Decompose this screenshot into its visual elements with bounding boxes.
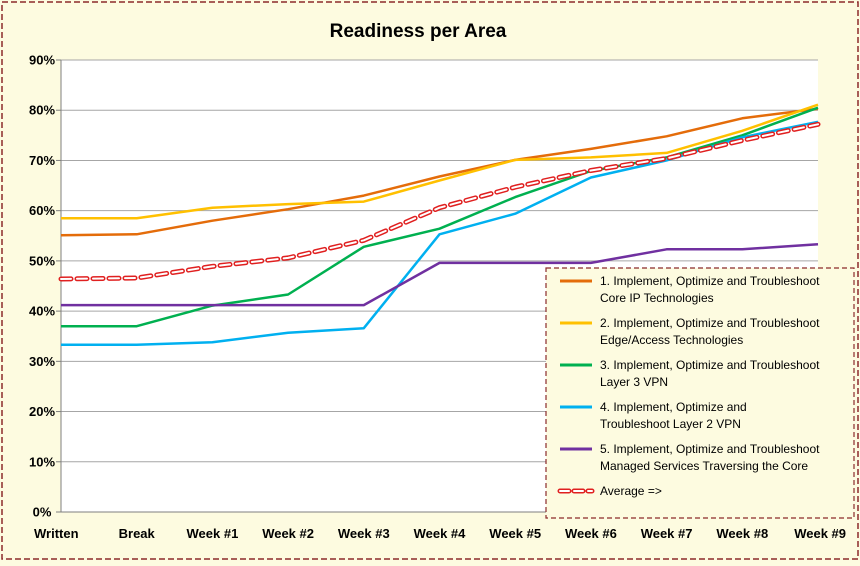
legend-label: 4. Implement, Optimize and bbox=[600, 400, 747, 414]
legend-label: Edge/Access Technologies bbox=[600, 333, 743, 347]
series-line bbox=[60, 123, 819, 280]
y-tick-label: 90% bbox=[29, 53, 55, 68]
series-6 bbox=[58, 121, 821, 282]
x-tick-label: Week #6 bbox=[565, 526, 617, 541]
x-tick-label: Week #5 bbox=[489, 526, 541, 541]
legend-label: Managed Services Traversing the Core bbox=[600, 459, 808, 473]
legend-label: 5. Implement, Optimize and Troubleshoot bbox=[600, 442, 820, 456]
y-tick-label: 20% bbox=[29, 404, 55, 419]
series-lines bbox=[58, 103, 821, 347]
x-tick-label: Written bbox=[34, 526, 79, 541]
x-tick-label: Week #7 bbox=[641, 526, 693, 541]
legend-item-2: 2. Implement, Optimize and Troubleshoot E… bbox=[560, 316, 820, 347]
legend-label: 2. Implement, Optimize and Troubleshoot bbox=[600, 316, 820, 330]
y-tick-label: 60% bbox=[29, 203, 55, 218]
x-tick-label: Week #2 bbox=[262, 526, 314, 541]
legend-label: 1. Implement, Optimize and Troubleshoot bbox=[600, 274, 820, 288]
y-tick-label: 40% bbox=[29, 304, 55, 319]
legend: 1. Implement, Optimize and Troubleshoot C… bbox=[545, 267, 855, 519]
legend-label: Troubleshoot Layer 2 VPN bbox=[600, 417, 741, 431]
legend-item-5: 5. Implement, Optimize and Troubleshoot M… bbox=[560, 442, 820, 473]
legend-label: Core IP Technologies bbox=[600, 291, 714, 305]
series-2 bbox=[61, 103, 819, 220]
x-tick-label: Week #3 bbox=[338, 526, 390, 541]
y-tick-label: 80% bbox=[29, 103, 55, 118]
legend-item-3: 3. Implement, Optimize and Troubleshoot L… bbox=[560, 358, 820, 389]
y-tick-label: 50% bbox=[29, 253, 55, 268]
y-tick-label: 30% bbox=[29, 354, 55, 369]
legend-item-6: Average => bbox=[557, 484, 662, 498]
y-tick-label: 0% bbox=[33, 505, 52, 520]
chart-title: Readiness per Area bbox=[330, 21, 507, 42]
x-tick-label: Week #9 bbox=[794, 526, 846, 541]
series-line bbox=[61, 103, 819, 220]
legend-item-4: 4. Implement, Optimize and Troubleshoot L… bbox=[560, 400, 747, 431]
series-line bbox=[60, 107, 819, 237]
series-line bbox=[61, 243, 819, 307]
series-1 bbox=[60, 107, 819, 237]
y-tick-label: 70% bbox=[29, 153, 55, 168]
y-tick-label: 10% bbox=[29, 454, 55, 469]
legend-label: 3. Implement, Optimize and Troubleshoot bbox=[600, 358, 820, 372]
x-tick-label: Week #8 bbox=[716, 526, 768, 541]
x-tick-label: Break bbox=[119, 526, 156, 541]
legend-item-1: 1. Implement, Optimize and Troubleshoot C… bbox=[560, 274, 820, 305]
series-5 bbox=[61, 243, 819, 307]
x-tick-label: Week #4 bbox=[414, 526, 467, 541]
legend-label: Layer 3 VPN bbox=[600, 375, 668, 389]
legend-label: Average => bbox=[600, 484, 662, 498]
legend-box bbox=[545, 267, 855, 519]
x-tick-label: Week #1 bbox=[187, 526, 239, 541]
